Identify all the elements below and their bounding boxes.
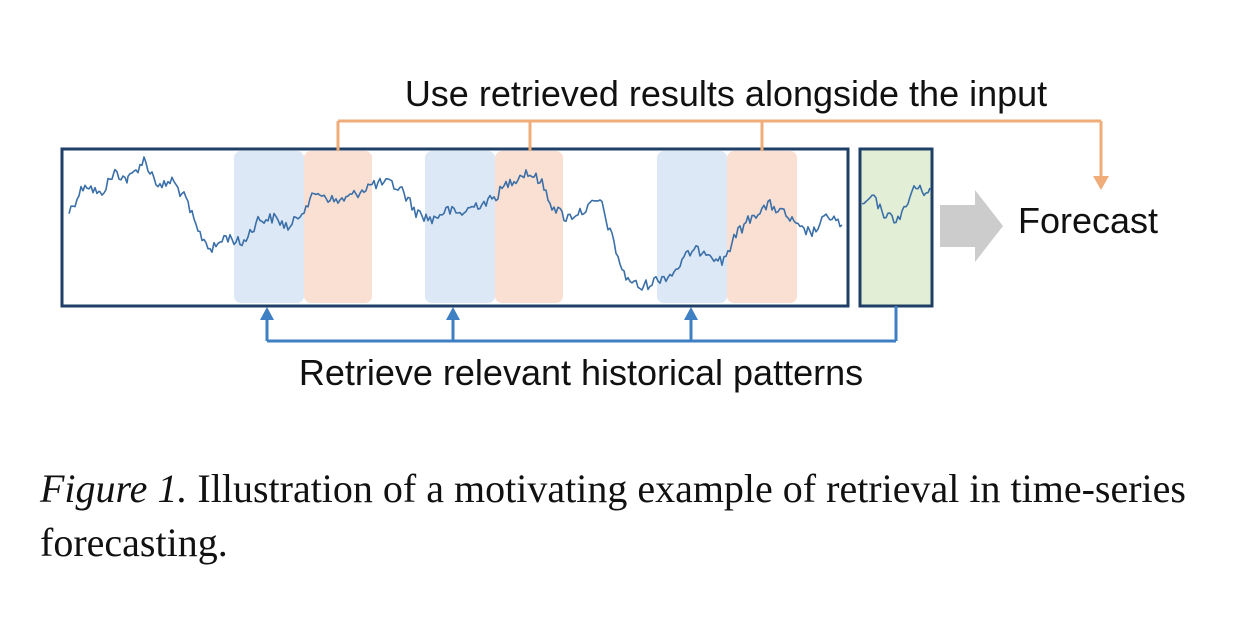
- input-window-fill: [860, 149, 932, 306]
- retrieve-arrowhead-3: [684, 307, 698, 320]
- figure-caption-text: Illustration of a motivating example of …: [40, 466, 1186, 565]
- figure-label: Figure 1.: [40, 466, 188, 511]
- query-region-3: [657, 151, 727, 303]
- query-region-2: [425, 151, 495, 303]
- use-results-label: Use retrieved results alongside the inpu…: [405, 73, 1047, 114]
- result-region-2: [495, 151, 563, 303]
- retrieve-arrowhead-2: [446, 307, 460, 320]
- result-region-3: [727, 151, 797, 303]
- result-region-1: [304, 151, 372, 303]
- retrieve-label: Retrieve relevant historical patterns: [299, 352, 863, 393]
- use-results-arrowhead: [1093, 176, 1109, 190]
- use-results-connector: [336, 119, 1103, 178]
- query-region-1: [234, 151, 304, 303]
- history-window-frame: [60, 147, 850, 308]
- retrieval-diagram: Use retrieved results alongside the inpu…: [60, 73, 1158, 393]
- history-series-line: [68, 156, 843, 291]
- forecast-label: Forecast: [1018, 200, 1158, 241]
- retrieve-arrowhead-1: [260, 307, 274, 320]
- figure-caption: Figure 1. Illustration of a motivating e…: [40, 462, 1210, 570]
- input-series-line: [861, 184, 931, 224]
- retrieve-connector: [265, 306, 898, 343]
- forecast-arrow: [940, 190, 1003, 262]
